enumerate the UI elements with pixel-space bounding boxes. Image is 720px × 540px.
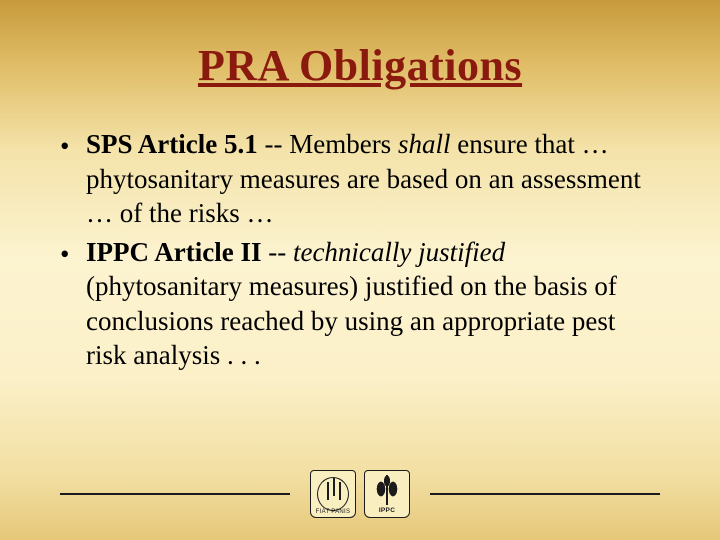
footer-logos: FIAT PANIS IPPC (310, 470, 410, 518)
bullet-marker: • (58, 127, 86, 231)
slide-title: PRA Obligations (0, 0, 720, 91)
bullet-italic: technically justified (293, 237, 505, 267)
fao-logo-caption: FIAT PANIS (311, 509, 355, 515)
bullet-italic: shall (398, 129, 451, 159)
slide-body: • SPS Article 5.1 -- Members shall ensur… (0, 91, 720, 373)
bullet-lead: IPPC Article II (86, 237, 261, 267)
bullet-item: • IPPC Article II -- technically justifi… (58, 235, 662, 373)
footer-rule-right (430, 493, 660, 495)
bullet-text: IPPC Article II -- technically justified… (86, 235, 662, 373)
fao-logo-icon: FIAT PANIS (310, 470, 356, 518)
ippc-logo-icon: IPPC (364, 470, 410, 518)
bullet-post: (phytosanitary measures) justified on th… (86, 271, 617, 370)
bullet-pre: Members (289, 129, 398, 159)
footer-rule-left (60, 493, 290, 495)
bullet-item: • SPS Article 5.1 -- Members shall ensur… (58, 127, 662, 231)
bullet-lead: SPS Article 5.1 (86, 129, 258, 159)
bullet-marker: • (58, 235, 86, 373)
bullet-sep: -- (261, 237, 292, 267)
ippc-logo-caption: IPPC (365, 507, 409, 514)
footer: FIAT PANIS IPPC (0, 466, 720, 522)
bullet-text: SPS Article 5.1 -- Members shall ensure … (86, 127, 662, 231)
bullet-sep: -- (258, 129, 289, 159)
